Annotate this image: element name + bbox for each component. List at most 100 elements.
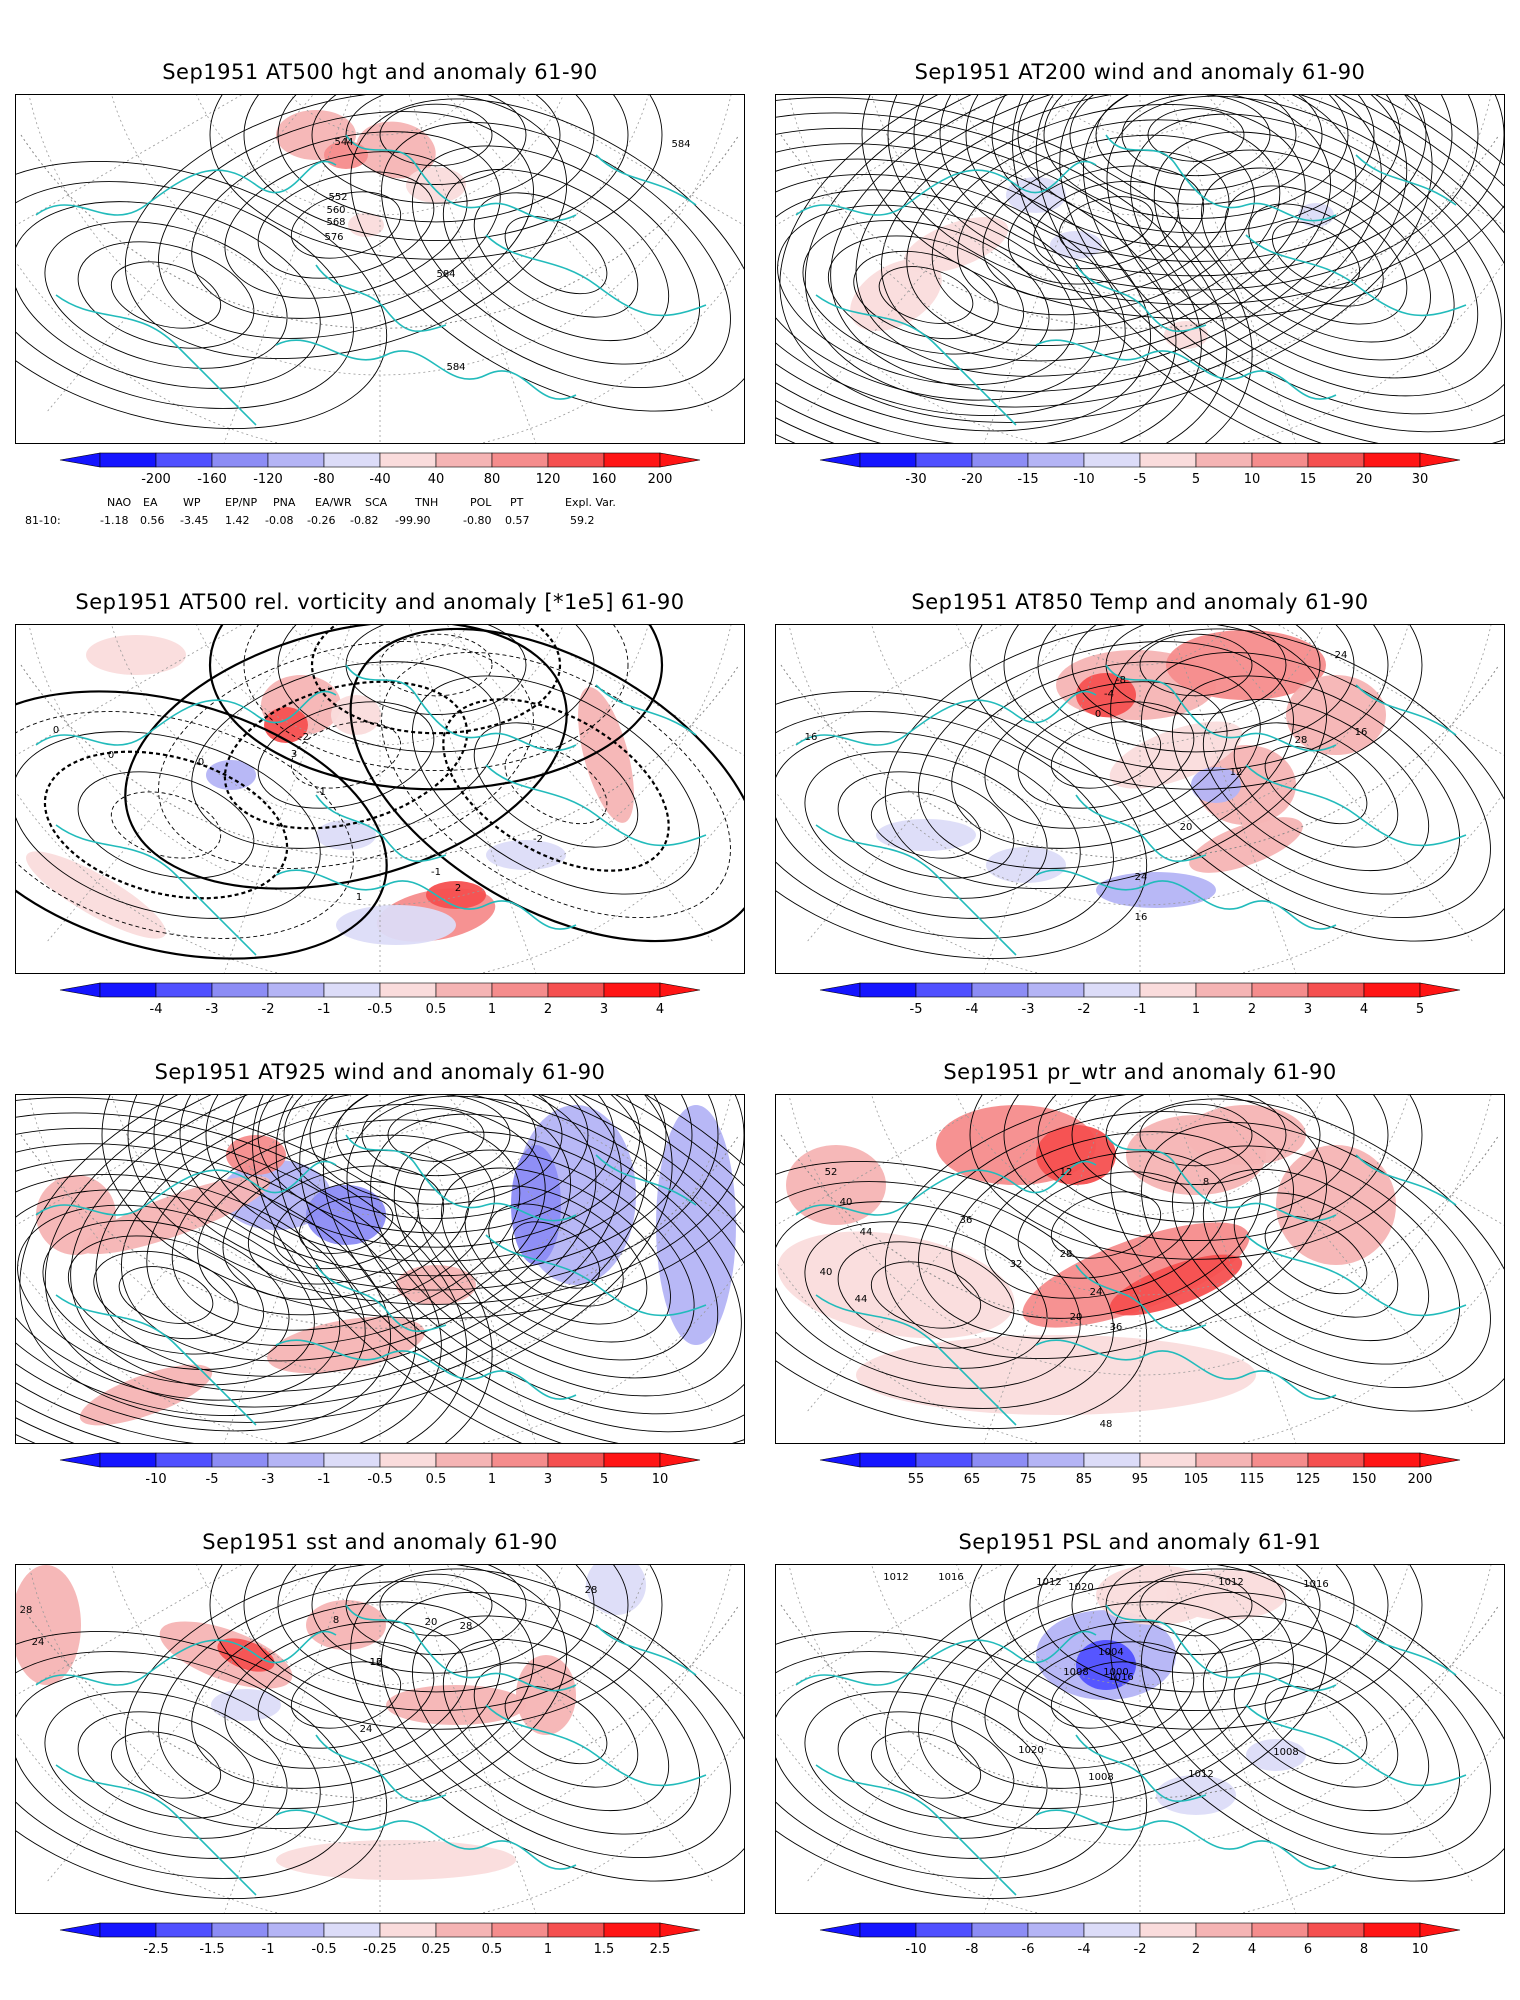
contour-line: [118, 1266, 214, 1324]
contour-line: [16, 1671, 321, 1859]
contour-label: 1000: [1103, 1667, 1128, 1678]
coastline: [55, 1764, 257, 1896]
contour-line: [776, 143, 1177, 443]
contour-label: 576: [324, 232, 343, 243]
colorbar-segment: [323, 982, 381, 998]
coastline: [55, 294, 257, 426]
colorbar: -2.5 -1.5 -1 -0.5 -0.25 0.25 0.5 1 1.5 2.5: [59, 1922, 701, 1962]
anomaly-shading: [1076, 673, 1136, 717]
anomaly-shading: [1109, 1254, 1243, 1316]
panel-title: Sep1951 AT200 wind and anomaly 61-90: [914, 60, 1366, 84]
contour-line: [311, 95, 561, 204]
colorbar-arrow-right: [1419, 982, 1461, 998]
colorbar-segment: [1195, 1922, 1253, 1938]
coastline: [1105, 1604, 1337, 1692]
colorbar: -5 -4 -3 -2 -1 1 2 3 4 5: [819, 982, 1461, 1022]
contour-label: 584: [436, 269, 455, 280]
index-value: 0.57: [505, 514, 530, 527]
coastline: [1355, 684, 1457, 736]
colorbar-svg: 55 65 75 85 95 105 115 125 150 200: [819, 1452, 1461, 1487]
contour-line: [1171, 1615, 1461, 1835]
colorbar-tick-label: -120: [253, 472, 283, 487]
contour-label: 1016: [1303, 1579, 1328, 1590]
contour-line: [776, 711, 1114, 939]
colorbar-arrow-left: [819, 982, 861, 998]
contour-line: [309, 1095, 563, 1205]
coastline: [35, 690, 337, 746]
panel-title: Sep1951 pr_wtr and anomaly 61-90: [943, 1060, 1337, 1084]
index-header: PNA: [273, 496, 296, 509]
coastline: [275, 1809, 577, 1870]
index-value: -99.90: [395, 514, 431, 527]
anomaly-shading: [1166, 1570, 1286, 1620]
meridian-line: [16, 625, 381, 806]
contour-line: [837, 771, 1015, 879]
contour-label: 1016: [1108, 1672, 1133, 1683]
anomaly-shading: [876, 819, 976, 851]
contour-label: 28: [585, 1585, 598, 1596]
contour-line: [205, 1095, 667, 1262]
contour-line: [243, 625, 629, 772]
colorbar-segment: [859, 1452, 917, 1468]
coastline: [1075, 264, 1207, 332]
contour-line: [1003, 1095, 1389, 1242]
colorbar-segment: [99, 1922, 157, 1938]
meridian-line: [201, 1095, 381, 1443]
index-header: Expl. Var.: [565, 496, 616, 509]
meridian-line: [201, 1565, 381, 1913]
contour-line: [939, 95, 1453, 277]
contour-line: [1177, 149, 1455, 361]
contour-label: 28: [1295, 735, 1308, 746]
anomaly-shading: [206, 760, 256, 790]
contour-line: [231, 1095, 641, 1248]
contour-line: [776, 112, 1228, 443]
coastline: [815, 1294, 1017, 1426]
contour-line: [464, 1185, 648, 1325]
contour-line: [350, 98, 744, 412]
colorbar-arrow-right: [1419, 1922, 1461, 1938]
coastline: [1245, 1234, 1467, 1317]
contour-line: [299, 1095, 744, 1443]
contour-line: [110, 791, 222, 859]
contour-line: [837, 1241, 1015, 1349]
contour-line: [209, 95, 663, 260]
anomaly-shading: [856, 1335, 1256, 1415]
contour-label: 2: [455, 883, 461, 894]
anomaly-shading: [1186, 1105, 1306, 1165]
contour-line: [252, 1095, 744, 1443]
coastline: [35, 1630, 337, 1686]
colorbar-segment: [915, 1922, 973, 1938]
colorbar-segment: [211, 1452, 269, 1468]
contour-line: [127, 1095, 744, 1305]
contour-line: [1271, 221, 1361, 289]
contour-line: [16, 1630, 388, 1900]
contour-line: [776, 1160, 1148, 1430]
contour-line: [1071, 1095, 1321, 1204]
contour-line: [1037, 625, 1355, 753]
anomaly-shading: [1076, 1640, 1136, 1690]
colorbar-segment: [915, 982, 973, 998]
colorbar-arrow-left: [59, 1922, 101, 1938]
contour-line: [804, 95, 1408, 408]
colorbar-segment: [491, 982, 549, 998]
contour-line: [1110, 1568, 1504, 1882]
contour-line: [1130, 113, 1502, 397]
contour-label: 44: [855, 1294, 868, 1305]
contour-label: 20: [1180, 822, 1193, 833]
contour-line: [442, 168, 670, 342]
colorbar-tick-label: 1.5: [594, 1942, 615, 1957]
polar-map: 1012 1016 1012 1020 1016 1004 1000 1008 1012 1016…: [776, 1565, 1504, 1913]
contour-line: [277, 1565, 595, 1693]
contour-label: 24: [1135, 872, 1148, 883]
colorbar-tick-label: 4: [656, 1002, 664, 1017]
coastline: [275, 339, 577, 400]
contour-line: [906, 103, 1306, 347]
anomaly-shading: [777, 1231, 1015, 1339]
index-value: -0.26: [307, 514, 336, 527]
contour-line: [1110, 1098, 1504, 1412]
anomaly-shading: [586, 1565, 646, 1615]
colorbar-tick-label: -1: [318, 1472, 331, 1487]
colorbar-segment: [435, 1922, 493, 1938]
colorbar-tick-label: 10: [1412, 1942, 1429, 1957]
colorbar-tick-label: -3: [262, 1472, 275, 1487]
